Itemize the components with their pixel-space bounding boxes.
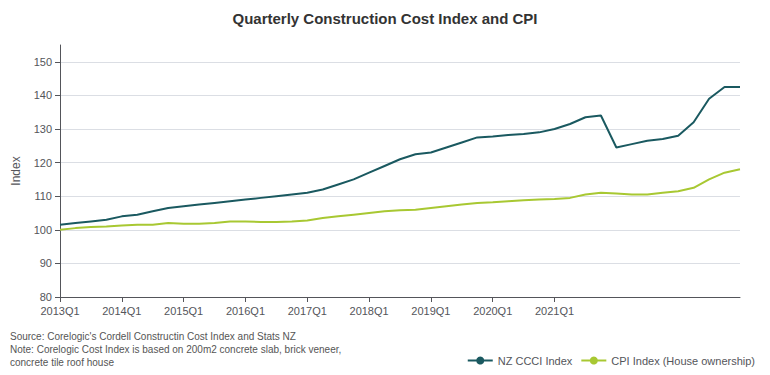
svg-text:90: 90 <box>40 257 52 269</box>
svg-text:2013Q1: 2013Q1 <box>40 305 79 317</box>
svg-text:120: 120 <box>34 157 52 169</box>
svg-text:100: 100 <box>34 224 52 236</box>
svg-text:2020Q1: 2020Q1 <box>473 305 512 317</box>
svg-text:2016Q1: 2016Q1 <box>226 305 265 317</box>
svg-text:CPI Index (House ownership): CPI Index (House ownership) <box>611 355 755 367</box>
svg-text:2021Q1: 2021Q1 <box>535 305 574 317</box>
svg-text:140: 140 <box>34 89 52 101</box>
svg-text:Index: Index <box>9 156 23 185</box>
svg-text:Note: Corelogic Cost Index is: Note: Corelogic Cost Index is based on 2… <box>10 344 341 355</box>
svg-text:concrete tile roof house: concrete tile roof house <box>10 357 114 368</box>
svg-text:Quarterly Construction Cost In: Quarterly Construction Cost Index and CP… <box>232 10 537 27</box>
svg-text:80: 80 <box>40 291 52 303</box>
svg-text:2014Q1: 2014Q1 <box>102 305 141 317</box>
svg-text:2017Q1: 2017Q1 <box>288 305 327 317</box>
svg-text:Source: Corelogic's Cordell Co: Source: Corelogic's Cordell Constructin … <box>10 331 296 342</box>
svg-text:150: 150 <box>34 56 52 68</box>
svg-text:2019Q1: 2019Q1 <box>411 305 450 317</box>
svg-text:NZ CCCI Index: NZ CCCI Index <box>498 355 573 367</box>
svg-text:110: 110 <box>34 190 52 202</box>
svg-text:2015Q1: 2015Q1 <box>164 305 203 317</box>
svg-text:130: 130 <box>34 123 52 135</box>
svg-text:2018Q1: 2018Q1 <box>350 305 389 317</box>
